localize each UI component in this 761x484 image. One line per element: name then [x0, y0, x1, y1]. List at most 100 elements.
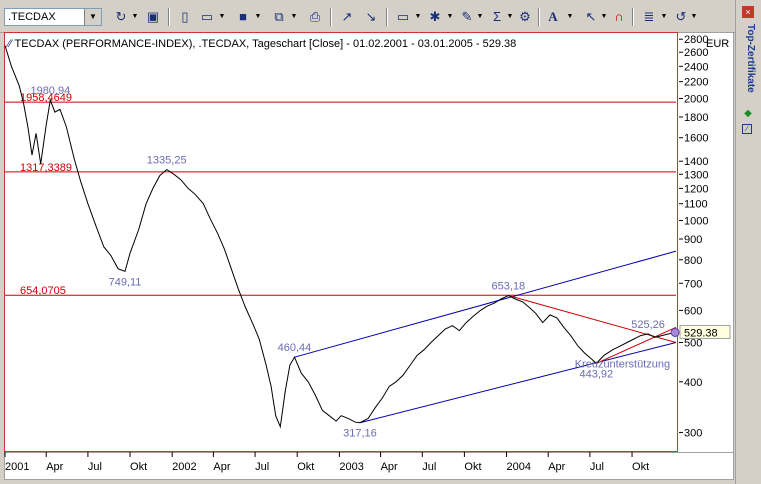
chevron-down-icon[interactable]: ▼ — [131, 13, 139, 20]
chevron-down-icon[interactable]: ▼ — [446, 13, 454, 20]
chevron-down-icon[interactable]: ▼ — [690, 13, 698, 20]
chevron-down-icon[interactable]: ▼ — [290, 13, 298, 20]
price-axis — [678, 32, 734, 452]
notes-icon[interactable]: ≣ — [643, 9, 655, 24]
last-value-label: 529.38 — [684, 327, 718, 339]
chevron-down-icon[interactable]: ▼ — [476, 13, 484, 20]
certificate-icon[interactable]: ◆ — [744, 108, 752, 119]
y-tick-label: 2200 — [684, 77, 708, 89]
save-icon[interactable]: ▣ — [146, 9, 160, 24]
undo-icon[interactable]: ↺ — [675, 9, 687, 24]
point-annotation: 317,16 — [343, 428, 377, 440]
symbol-select[interactable]: .TECDAX ▼ — [4, 8, 102, 26]
trend-line — [294, 250, 677, 358]
chart-title-text: TECDAX (PERFORMANCE-INDEX), .TECDAX, Tag… — [14, 38, 517, 50]
y-tick-label: 400 — [684, 377, 702, 389]
chevron-down-icon[interactable]: ▼ — [84, 9, 101, 25]
chevron-down-icon[interactable]: ▼ — [506, 13, 514, 20]
x-tick-label: Jul — [422, 461, 436, 473]
chevron-down-icon[interactable]: ▼ — [600, 13, 608, 20]
close-icon[interactable]: × — [742, 6, 754, 18]
new-icon[interactable]: ▯ — [181, 9, 189, 24]
refresh-icon[interactable]: ↻ — [115, 9, 127, 24]
point-annotation: 653,18 — [492, 280, 526, 292]
x-tick-label: Jul — [590, 461, 604, 473]
draw-icon[interactable]: ✎ — [461, 9, 473, 24]
x-tick-label: Apr — [46, 461, 63, 473]
chevron-down-icon[interactable]: ▼ — [254, 13, 262, 20]
y-tick-label: 1200 — [684, 183, 708, 195]
chevron-down-icon[interactable]: ▼ — [566, 13, 574, 20]
x-tick-label: Jul — [255, 461, 269, 473]
point-annotation: 460,44 — [278, 342, 312, 354]
y-tick-label: 800 — [684, 255, 702, 267]
x-tick-label: 2001 — [5, 461, 29, 473]
point-annotation: 443,92 — [579, 368, 613, 380]
y-tick-label: 2800 — [684, 34, 708, 46]
trend-line — [596, 326, 677, 364]
chart-title: ⁄⁄ TECDAX (PERFORMANCE-INDEX), .TECDAX, … — [8, 38, 516, 50]
x-tick-label: Okt — [297, 461, 314, 473]
copy-icon[interactable]: ⧉ — [274, 9, 284, 24]
x-tick-label: Okt — [130, 461, 147, 473]
y-tick-label: 1100 — [684, 199, 708, 211]
level-label: 654,0705 — [20, 285, 66, 297]
x-tick-label: 2003 — [339, 461, 363, 473]
text-icon[interactable]: A — [548, 9, 558, 24]
x-tick-label: Jul — [88, 461, 102, 473]
magnet-icon[interactable]: ∩ — [614, 9, 624, 24]
side-panel: × Top-Zertifikate ◆ ∕ — [735, 0, 761, 484]
y-tick-label: 2000 — [684, 93, 708, 105]
y-tick-label: 1600 — [684, 133, 708, 145]
x-tick-label: Apr — [548, 461, 565, 473]
chevron-down-icon[interactable]: ▼ — [218, 13, 226, 20]
y-tick-label: 1800 — [684, 112, 708, 124]
point-annotation: 749,11 — [109, 276, 142, 288]
y-tick-label: 700 — [684, 278, 702, 290]
toolbar: .TECDAX ▼ ↻ ▼ ▣ ▯ ▭ ▼ ■ ▼ ⧉ ▼ ⎙ ↗ ↘ ▭ ▼ … — [0, 0, 761, 33]
chart2-icon[interactable]: ↘ — [365, 9, 377, 24]
last-value-marker — [670, 327, 680, 337]
x-tick-label: 2002 — [172, 461, 196, 473]
y-tick-label: 300 — [684, 427, 702, 439]
cursor-icon[interactable]: ↖ — [585, 9, 597, 24]
price-line — [4, 45, 676, 429]
print-icon[interactable]: ⎙ — [309, 9, 321, 24]
x-tick-label: 2004 — [507, 461, 531, 473]
x-tick-label: Apr — [213, 461, 230, 473]
symbol-value: .TECDAX — [8, 11, 56, 23]
point-annotation: 1335,25 — [147, 155, 187, 167]
point-annotation: Kreuzunterstützung — [575, 358, 670, 370]
chart-icon[interactable]: ↗ — [341, 9, 353, 24]
trend-line — [508, 295, 677, 343]
indicator-icon[interactable]: ✱ — [429, 9, 441, 24]
currency-label: EUR — [706, 38, 730, 50]
chart-line-icon: ⁄⁄ — [8, 38, 12, 50]
x-tick-label: Okt — [632, 461, 649, 473]
disk-icon[interactable]: ■ — [239, 9, 247, 24]
trend-line — [359, 342, 677, 424]
window-icon[interactable]: ▭ — [396, 9, 410, 24]
y-tick-label: 2600 — [684, 47, 708, 59]
y-tick-label: 1400 — [684, 156, 708, 168]
open-icon[interactable]: ▭ — [200, 9, 214, 24]
level-label: 1317,3389 — [20, 162, 72, 174]
side-panel-title[interactable]: Top-Zertifikate — [745, 24, 756, 93]
point-annotation: 1980,94 — [30, 85, 70, 97]
chevron-down-icon[interactable]: ▼ — [414, 13, 422, 20]
y-tick-label: 600 — [684, 305, 702, 317]
x-tick-label: Apr — [381, 461, 398, 473]
y-tick-label: 2400 — [684, 61, 708, 73]
last-value-box — [679, 324, 731, 339]
y-tick-label: 1000 — [684, 215, 708, 227]
level-label: 1958,4649 — [20, 92, 72, 104]
settings-icon[interactable]: ⚙ — [519, 9, 531, 24]
chevron-down-icon[interactable]: ▼ — [660, 13, 668, 20]
sum-icon[interactable]: Σ — [492, 9, 502, 24]
x-tick-label: Okt — [464, 461, 481, 473]
y-tick-label: 500 — [684, 338, 702, 350]
point-annotation: 525,26 — [631, 319, 665, 331]
time-axis — [4, 452, 734, 480]
edit-icon[interactable]: ∕ — [742, 124, 752, 134]
